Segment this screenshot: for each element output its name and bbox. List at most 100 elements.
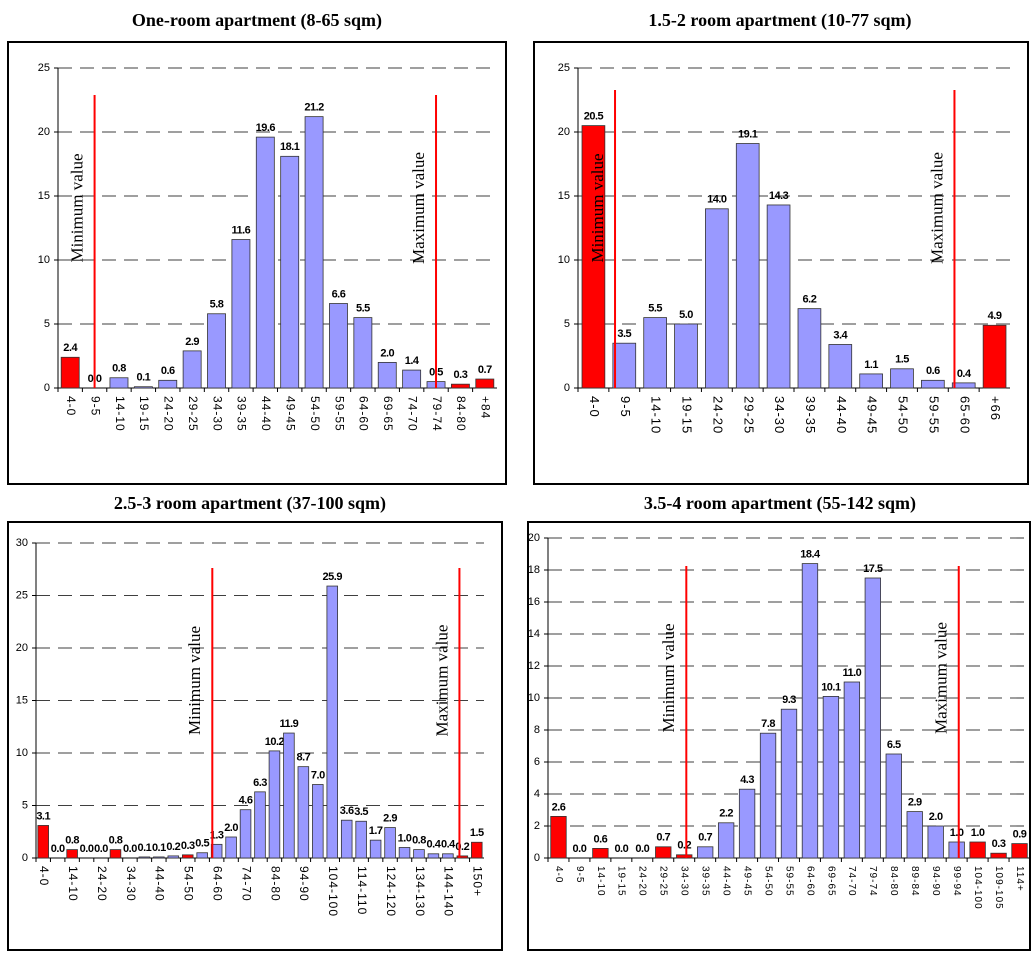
y-tick-label: 18 <box>528 564 540 576</box>
panel-frame <box>7 521 503 951</box>
y-tick-label: 20 <box>16 642 28 654</box>
value-label: 5.5 <box>648 303 662 315</box>
y-tick-label: 5 <box>564 318 570 330</box>
value-label: 0.7 <box>698 832 712 844</box>
bar <box>326 585 339 859</box>
bar <box>283 732 295 859</box>
value-label: 1.0 <box>950 827 964 839</box>
y-tick-label: 20 <box>528 532 540 544</box>
bar <box>456 855 469 859</box>
bar <box>158 379 178 389</box>
bar <box>766 204 791 389</box>
x-tick-label: 64-60 <box>210 866 224 902</box>
y-tick-label: 12 <box>528 660 540 672</box>
value-label: 0.0 <box>80 843 94 855</box>
chart-panel: 1.5-2 room apartment (10-77 sqm) 0 5 10 15 20… <box>533 10 1029 485</box>
y-tick-label: 0 <box>534 852 540 864</box>
x-tick-label: 34-30 <box>679 866 690 897</box>
x-tick-label: 24-20 <box>710 396 725 434</box>
x-tick-label: 94-90 <box>297 866 311 902</box>
bar <box>109 849 122 859</box>
value-label: 0.2 <box>455 841 469 853</box>
x-tick-label: 14-10 <box>649 396 664 434</box>
x-tick-label: 19-15 <box>680 396 695 434</box>
bar <box>475 378 495 389</box>
bar <box>329 303 348 389</box>
value-label: 0.3 <box>181 840 195 852</box>
bar <box>450 383 470 389</box>
bar <box>167 855 180 859</box>
bar <box>921 379 945 389</box>
value-label: 5.8 <box>210 299 224 311</box>
value-label: 0.2 <box>166 841 180 853</box>
value-label: 2.0 <box>929 811 943 823</box>
x-tick-label: 29-25 <box>741 396 756 434</box>
value-label: 19.1 <box>738 128 758 140</box>
value-label: 11.9 <box>279 718 298 730</box>
value-label: 0.4 <box>957 368 972 380</box>
x-tick-label: 29-25 <box>658 866 669 897</box>
x-tick-label: 49-45 <box>865 396 880 434</box>
bar <box>982 324 1007 389</box>
value-label: 2.4 <box>63 342 78 354</box>
value-label: 2.9 <box>185 336 199 348</box>
value-label: 0.0 <box>94 843 108 855</box>
bar <box>705 208 729 389</box>
x-tick-label: 59-55 <box>332 396 346 432</box>
x-tick-label: 39-35 <box>235 396 249 432</box>
bar <box>254 791 266 859</box>
x-tick-label: 9-5 <box>574 866 585 883</box>
bar <box>735 143 760 389</box>
x-tick-label: 94-90 <box>930 866 941 897</box>
bar <box>738 788 756 859</box>
value-label: 0.8 <box>65 835 79 847</box>
bar <box>697 846 714 859</box>
value-label: 18.1 <box>280 141 300 153</box>
panel-frame <box>527 521 1031 951</box>
bar <box>581 125 606 389</box>
bar <box>304 116 324 389</box>
x-tick-label: 54-50 <box>762 866 773 897</box>
value-label: 19.6 <box>256 122 276 134</box>
bar <box>225 836 237 859</box>
bar <box>951 382 976 389</box>
value-label: 6.5 <box>887 739 901 751</box>
value-label: 1.5 <box>895 354 909 366</box>
x-tick-label: 54-50 <box>896 396 911 434</box>
bar <box>297 766 310 859</box>
value-label: 10.1 <box>821 681 841 693</box>
y-tick-label: 0 <box>564 382 570 394</box>
bar <box>927 825 944 859</box>
y-tick-label: 15 <box>16 694 28 706</box>
value-label: 0.4 <box>441 839 456 851</box>
bar <box>948 841 965 859</box>
value-label: 0.4 <box>427 839 442 851</box>
y-tick-label: 20 <box>558 126 570 138</box>
value-label: 11.6 <box>232 224 251 236</box>
y-tick-label: 6 <box>534 756 540 768</box>
value-label: 0.1 <box>152 842 166 854</box>
bar <box>255 136 275 389</box>
x-tick-label: 84-80 <box>268 866 282 902</box>
bar <box>969 841 986 859</box>
x-tick-label: 14-10 <box>595 866 606 897</box>
chart-title: 2.5-3 room apartment (37-100 sqm) <box>114 493 386 514</box>
value-label: 0.0 <box>123 843 137 855</box>
y-tick-label: 4 <box>534 788 540 800</box>
value-label: 17.5 <box>863 563 883 575</box>
bar <box>676 854 693 859</box>
bar <box>239 809 252 859</box>
value-label: 2.9 <box>383 812 397 824</box>
value-label: 0.1 <box>136 372 150 384</box>
x-tick-label: 69-65 <box>381 396 395 432</box>
value-label: 10.2 <box>265 736 285 748</box>
panel-frame <box>533 41 1029 485</box>
x-tick-label: 9-5 <box>88 396 102 416</box>
x-tick-label: 34-30 <box>772 396 787 434</box>
bar <box>280 155 300 389</box>
x-tick-label: 84-80 <box>888 866 899 897</box>
bar <box>231 239 251 389</box>
x-tick-label: 44-40 <box>834 396 849 434</box>
bar <box>612 342 637 389</box>
chart-title: One-room apartment (8-65 sqm) <box>132 10 382 31</box>
